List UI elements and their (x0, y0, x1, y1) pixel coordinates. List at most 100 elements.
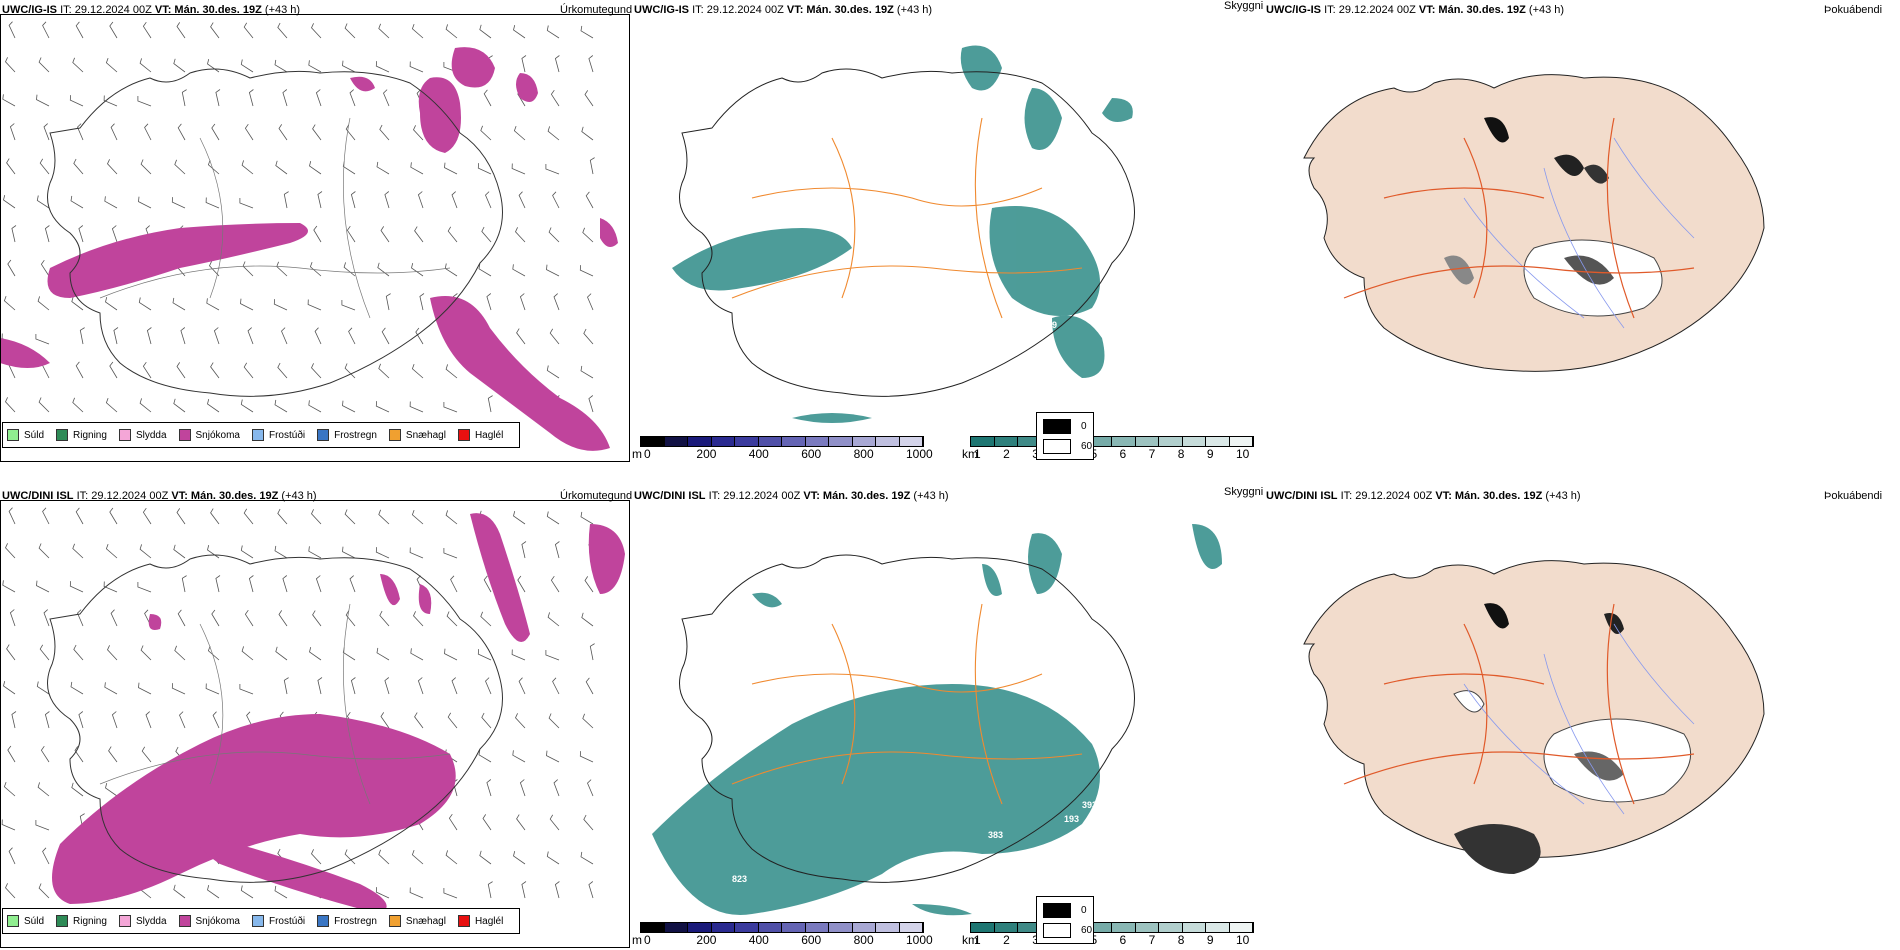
scale-tick-label: 1000 (906, 447, 933, 461)
wind-barb (240, 298, 254, 311)
wind-barb (36, 580, 50, 593)
wind-barb (588, 881, 594, 899)
wind-barb (479, 850, 492, 865)
road-network (731, 603, 1083, 805)
wind-barb (546, 25, 560, 39)
wind-barb (411, 23, 424, 39)
scale-cell (1229, 437, 1253, 446)
wind-barb (274, 59, 288, 73)
wind-barb (240, 885, 254, 899)
wind-barb (375, 547, 390, 559)
scale-tick-label: 600 (801, 933, 822, 947)
wind-barb (107, 159, 118, 175)
wind-barb (75, 507, 84, 525)
wind-barb (5, 397, 16, 413)
wind-barb (410, 162, 424, 175)
wind-barb (205, 683, 220, 695)
wind-barb (479, 24, 492, 39)
wind-barb (145, 711, 152, 729)
wind-barb (344, 23, 356, 39)
vis-label: 209 (1042, 320, 1057, 330)
wind-barb (311, 23, 322, 39)
wind-barb (521, 541, 527, 559)
wind-barb (516, 328, 526, 345)
wind-barb (8, 847, 16, 865)
wind-barb (105, 783, 118, 797)
wind-barb (1, 819, 16, 831)
legend-label: Rigning (73, 429, 107, 441)
wind-barb (548, 713, 560, 729)
wind-barb (581, 126, 594, 141)
wind-barb (419, 293, 425, 311)
wind-barb (105, 397, 118, 413)
wind-barb (447, 226, 458, 243)
wind-barb (415, 327, 424, 345)
legend-swatch (457, 429, 470, 441)
precip-map (0, 21, 618, 451)
wind-barb (554, 55, 560, 73)
scale-cell (971, 923, 995, 932)
wind-barb (548, 227, 560, 243)
scale-cell (876, 437, 900, 446)
wind-barb (104, 196, 118, 209)
wind-barb (417, 191, 424, 209)
wind-barb (243, 508, 254, 525)
wind-barb (7, 745, 16, 763)
legend-swatch (178, 915, 191, 927)
wind-barb (105, 543, 118, 559)
wind-barb (513, 851, 526, 865)
wind-barb (176, 22, 186, 39)
legend-swatch (118, 915, 131, 927)
wind-barb (210, 22, 220, 39)
legend-item: Frostregn (317, 429, 377, 441)
lead-time: (+43 h) (281, 490, 317, 502)
vis-labels: 333 393 193 383 823 (732, 610, 1155, 884)
wind-barbs (1, 21, 595, 413)
wind-barb (511, 649, 526, 661)
wind-barb (584, 90, 594, 107)
wind-barb (38, 397, 50, 413)
legend-swatch (388, 429, 401, 441)
wind-barb (248, 575, 254, 593)
wind-barb (477, 649, 492, 661)
wind-barb (273, 299, 288, 311)
legend-label: Slydda (135, 915, 167, 927)
wind-barb (37, 296, 50, 311)
wind-barb (177, 123, 186, 141)
wind-barb (342, 546, 356, 559)
legend-label: Haglél (474, 915, 504, 927)
wind-barb (552, 191, 560, 209)
wind-barb (3, 195, 16, 209)
visibility-map: 481 209 192 (672, 45, 1135, 423)
scale-tick-label: 8 (1177, 447, 1185, 461)
scale-cell (641, 437, 665, 446)
wind-barb (181, 89, 187, 107)
wind-barb (513, 125, 526, 141)
wind-barb (547, 126, 560, 141)
wind-barb (213, 327, 220, 345)
wind-barb (42, 507, 50, 525)
legend-item: Frostúði (251, 429, 305, 441)
wind-barb (144, 123, 152, 141)
wind-barb (111, 711, 118, 729)
wind-barb (379, 124, 390, 141)
wind-barb (109, 21, 118, 39)
fog-map (1303, 560, 1765, 874)
lead-time: (+43 h) (1528, 4, 1565, 16)
wind-barb (411, 263, 424, 277)
wind-barb (211, 609, 220, 627)
scale-cell (1135, 923, 1159, 932)
wind-barb (215, 89, 221, 107)
legend-label: Snjókoma (195, 915, 240, 927)
iceland-outline (679, 554, 1135, 883)
wind-barb (173, 544, 186, 559)
wind-barb (139, 58, 152, 73)
fog-legend-label: 0 (1081, 905, 1087, 916)
wind-barb (309, 261, 322, 277)
snow-areas (0, 47, 618, 451)
wind-barb (140, 159, 152, 175)
wind-barb (242, 261, 254, 277)
wind-barb (580, 365, 594, 379)
panel-header: UWC/IG-IS IT: 29.12.2024 00Z VT: Mán. 30… (1266, 4, 1564, 16)
legend-swatch (7, 429, 19, 441)
